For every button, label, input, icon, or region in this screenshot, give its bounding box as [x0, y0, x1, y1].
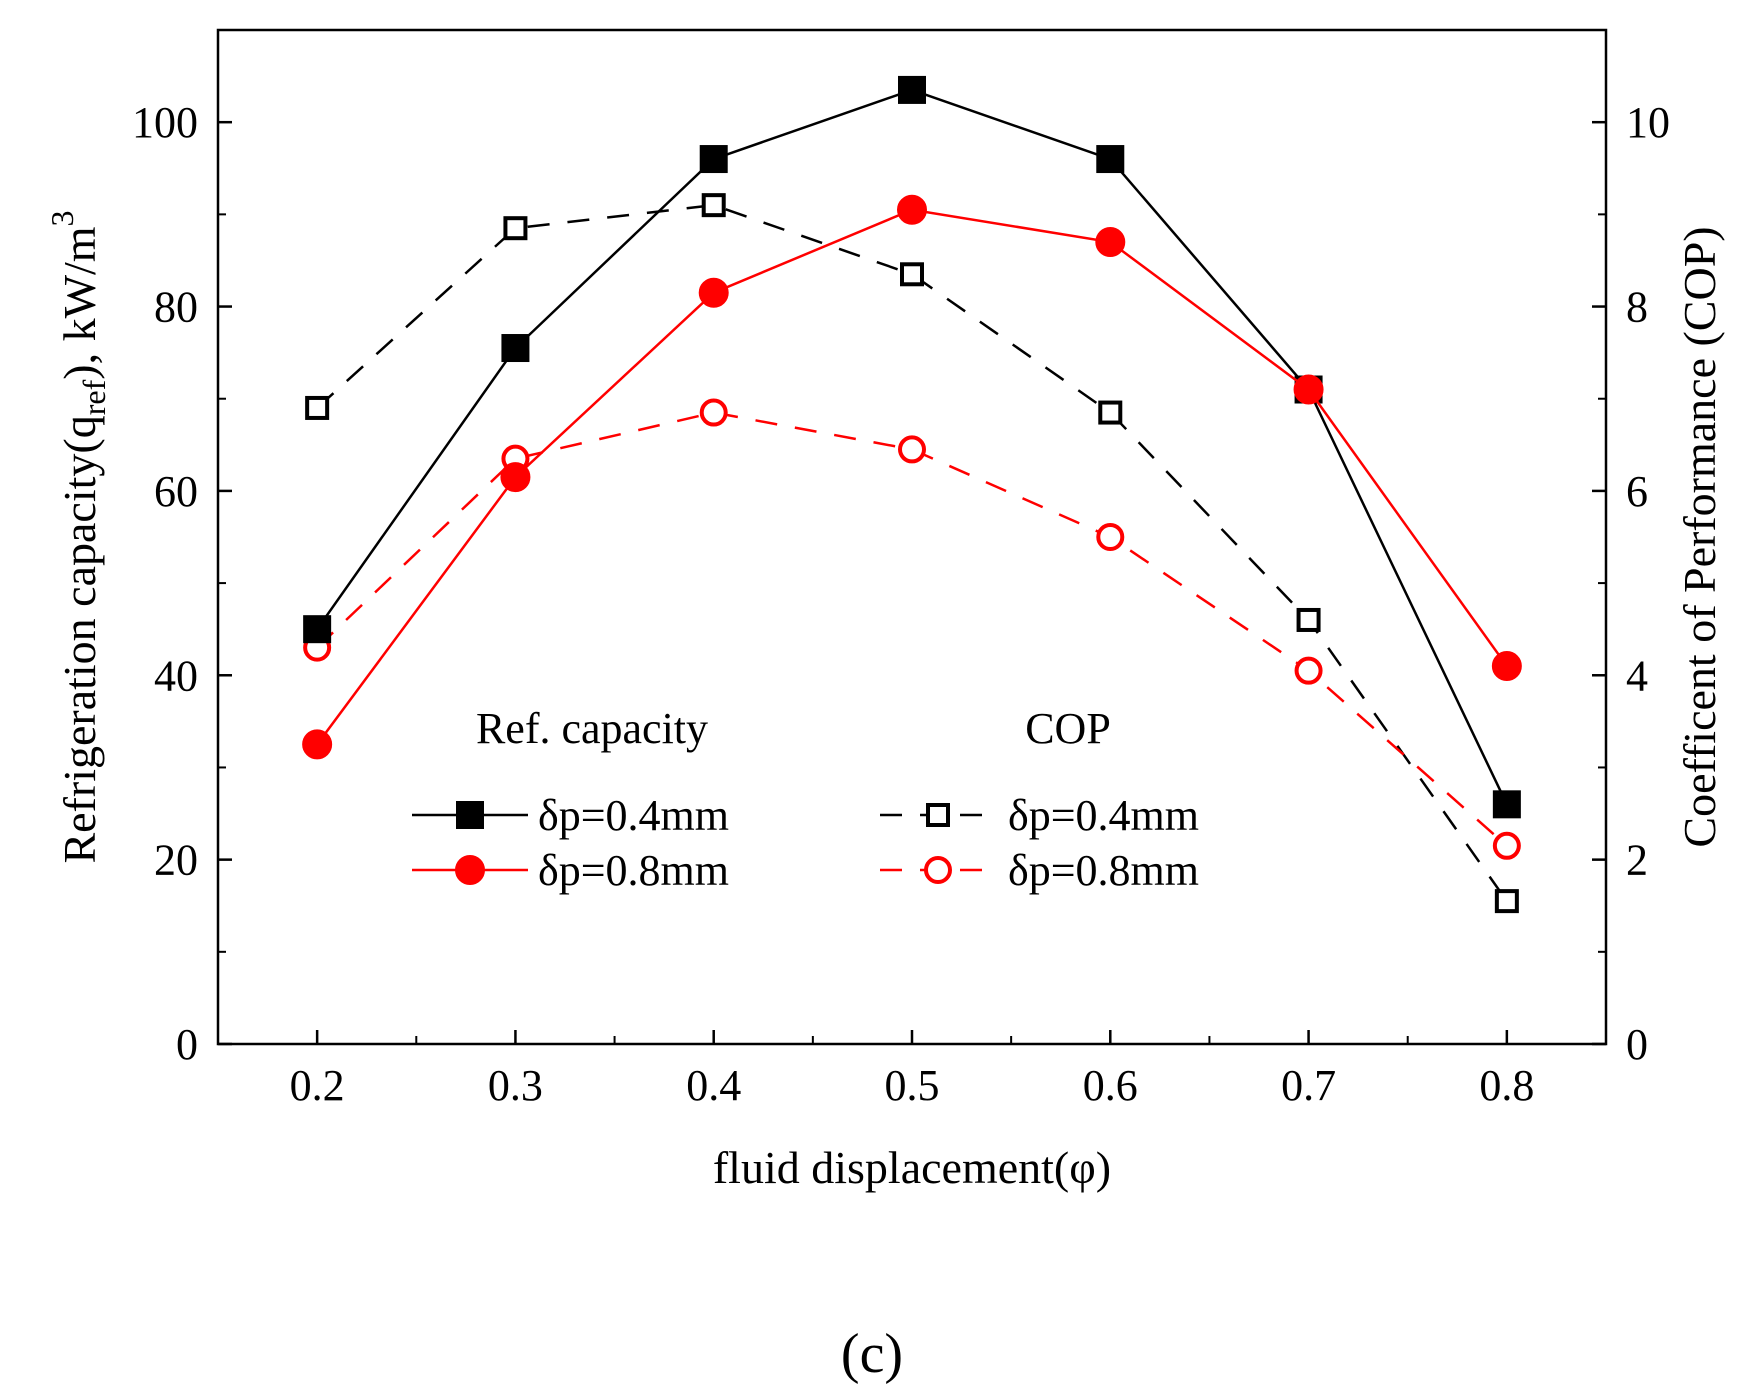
data-point-cop-0-4mm — [503, 216, 528, 241]
data-point-cop-0-4mm — [1296, 607, 1321, 632]
data-point-capacity-0-4mm — [501, 334, 530, 363]
data-point-cop-0-8mm — [1294, 656, 1323, 685]
y-right-tick-label: 8 — [1626, 283, 1648, 332]
legend-label-capacity-0-8mm: δp=0.8mm — [538, 846, 729, 895]
legend-marker-cop-0-8mm — [924, 856, 952, 884]
figure-caption: (c) — [841, 1323, 903, 1385]
y-right-tick-label: 4 — [1626, 651, 1648, 700]
data-point-capacity-0-4mm — [1096, 145, 1125, 174]
data-point-capacity-0-8mm — [698, 277, 729, 308]
x-tick-label: 0.5 — [885, 1061, 940, 1110]
caption-text: (c) — [841, 1323, 903, 1385]
series-line-cop-0-4mm — [316, 203, 1508, 902]
data-point-capacity-0-8mm — [1095, 227, 1126, 258]
legend-marker-capacity-0-4mm — [456, 801, 484, 829]
data-point-cop-0-8mm — [1492, 831, 1521, 860]
data-point-capacity-0-8mm — [500, 462, 531, 493]
x-tick-label: 0.4 — [686, 1061, 741, 1110]
y-right-tick-label: 2 — [1626, 836, 1648, 885]
y-axis-right-title: Coefficent of Performance (COP) — [1674, 226, 1725, 847]
x-axis: 0.2 0.3 0.4 0.5 0.6 0.7 0.8 — [290, 1030, 1534, 1110]
y-left-tick-label: 60 — [154, 467, 198, 516]
legend: Ref. capacity COP δp=0.4mmδp=0.8mmδp=0.4… — [412, 704, 1199, 895]
x-tick-label: 0.3 — [488, 1061, 543, 1110]
data-point-cop-0-4mm — [701, 193, 726, 218]
x-tick-label: 0.2 — [290, 1061, 345, 1110]
legend-marker-capacity-0-8mm — [455, 855, 485, 885]
legend-label-cop-0-8mm: δp=0.8mm — [1008, 846, 1199, 895]
data-point-cop-0-4mm — [1494, 889, 1519, 914]
data-point-cop-0-4mm — [900, 262, 924, 287]
x-tick-label: 0.7 — [1281, 1061, 1336, 1110]
y-right-tick-label: 6 — [1626, 467, 1648, 516]
y-left-tick-label: 80 — [154, 283, 198, 332]
data-point-capacity-0-8mm — [1491, 651, 1522, 682]
y-right-tick-label: 10 — [1626, 98, 1670, 147]
x-tick-label: 0.8 — [1479, 1061, 1534, 1110]
data-point-capacity-0-8mm — [302, 729, 333, 760]
series-line-cop-0-8mm — [316, 411, 1508, 847]
series-layer — [302, 75, 1522, 914]
legend-entries: δp=0.4mm δp=0.8mm δp=0.4mm δp=0.8mm — [412, 791, 1199, 895]
data-point-capacity-0-4mm — [898, 75, 926, 104]
data-point-cop-0-4mm — [1098, 400, 1123, 425]
y-left-title-middle: ), kW/m — [54, 226, 105, 380]
data-point-capacity-0-8mm — [1293, 374, 1324, 405]
legend-title-ref-capacity: Ref. capacity — [476, 704, 708, 753]
y-right-tick-label: 0 — [1626, 1020, 1648, 1069]
legend-label-capacity-0-4mm: δp=0.4mm — [538, 791, 729, 840]
data-point-cop-0-8mm — [699, 398, 728, 427]
y-left-tick-label: 40 — [154, 651, 198, 700]
y-axis-right: 0 2 4 6 8 10 — [1592, 98, 1670, 1069]
plot-frame — [216, 28, 1608, 1046]
y-left-tick-label: 100 — [132, 98, 198, 147]
y-left-tick-label: 20 — [154, 836, 198, 885]
legend-marker-cop-0-4mm — [926, 803, 950, 827]
y-left-title-superscript: 3 — [44, 210, 80, 226]
data-point-capacity-0-4mm — [303, 615, 332, 644]
legend-title-cop: COP — [1025, 704, 1111, 753]
data-point-cop-0-8mm — [1096, 523, 1125, 551]
legend-label-cop-0-4mm: δp=0.4mm — [1008, 791, 1199, 840]
data-point-capacity-0-4mm — [699, 145, 728, 174]
data-point-cop-0-8mm — [898, 435, 926, 464]
y-axis-left: 0 20 40 60 80 100 — [132, 98, 232, 1069]
data-point-capacity-0-4mm — [1492, 790, 1521, 819]
y-left-tick-label: 0 — [176, 1020, 198, 1069]
y-left-title-prefix: Refrigeration capacity(q — [54, 415, 105, 863]
y-axis-left-title: Refrigeration capacity(qref), kW/m3 — [44, 210, 112, 863]
y-left-title-subscript: ref — [76, 379, 112, 415]
data-point-capacity-0-8mm — [897, 194, 927, 225]
data-point-cop-0-4mm — [305, 395, 330, 420]
x-axis-title: fluid displacement(φ) — [713, 1142, 1111, 1193]
x-tick-label: 0.6 — [1083, 1061, 1138, 1110]
